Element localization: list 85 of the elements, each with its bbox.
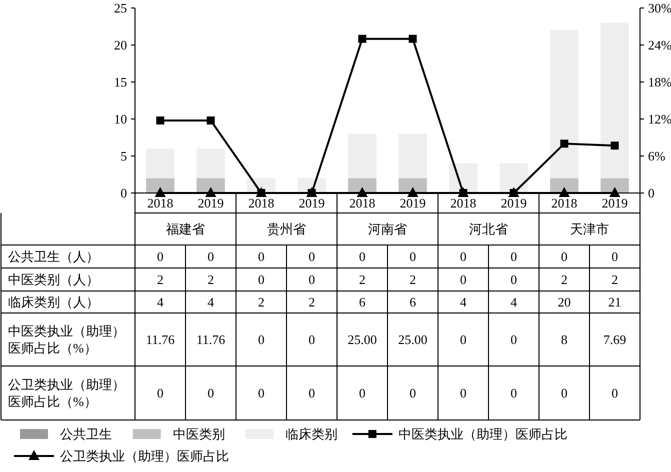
group: 福建省 — [166, 222, 205, 236]
group: 贵州省 — [267, 222, 306, 236]
ytick: 20 — [114, 38, 127, 52]
ytick: 5 — [120, 148, 127, 164]
label: 0 — [157, 386, 164, 400]
label: 0 — [460, 332, 466, 347]
label: 4 — [460, 294, 466, 310]
group: 河南省 — [368, 222, 407, 236]
label: 4 — [208, 294, 214, 310]
xtick: 2018 — [450, 196, 476, 210]
label: 2 — [258, 294, 264, 310]
rowhead: 中医类别（人） — [8, 272, 99, 287]
label: 25.00 — [348, 332, 377, 347]
label: 0 — [359, 249, 366, 264]
label: 0 — [410, 386, 416, 400]
label: 0 — [258, 272, 264, 287]
rowhead: 中医类执业（助理） — [8, 324, 125, 338]
rowhead: 公共卫生（人） — [8, 249, 99, 264]
y2tick: 0 — [648, 186, 654, 200]
label: 25.00 — [398, 332, 428, 347]
rowhead: 临床类别（人） — [8, 294, 99, 310]
legend-label: 临床类别 — [286, 426, 338, 442]
label: 0 — [258, 249, 264, 264]
label: 20 — [558, 294, 571, 310]
label: 0 — [308, 249, 315, 264]
ytick: 0 — [120, 186, 127, 200]
label: 0 — [561, 386, 568, 400]
label: 0 — [561, 249, 568, 264]
label: 0 — [308, 332, 315, 347]
ytick: 25 — [114, 0, 127, 16]
label: 4 — [510, 294, 517, 310]
label: 0 — [359, 386, 366, 400]
label: 2 — [359, 272, 366, 287]
label: 8 — [561, 332, 568, 347]
xtick: 2019 — [400, 196, 426, 210]
y2tick: 6% — [648, 148, 666, 164]
label: 2 — [208, 272, 214, 287]
rowhead: 公卫类执业（助理） — [8, 377, 125, 392]
label: 11.76 — [146, 332, 175, 347]
label: 0 — [157, 249, 164, 264]
label: 0 — [460, 272, 466, 287]
label: 0 — [410, 249, 416, 264]
legend-label: 公共卫生 — [60, 426, 112, 442]
label: 4 — [157, 294, 164, 310]
label: 0 — [612, 386, 618, 400]
label: 0 — [510, 386, 517, 400]
label: 0 — [208, 386, 214, 400]
label: 0 — [612, 249, 618, 264]
xtick: 2018 — [349, 196, 376, 210]
label: 2 — [561, 272, 568, 287]
rowhead: 医师占比（%） — [8, 394, 97, 409]
xtick: 2019 — [198, 196, 224, 210]
label: 2 — [612, 272, 618, 287]
label: 0 — [510, 332, 517, 347]
xtick: 2018 — [551, 196, 578, 210]
label: 11.76 — [196, 332, 226, 347]
label: 7.69 — [603, 332, 626, 347]
xtick: 2018 — [147, 196, 174, 210]
rowhead: 医师占比（%） — [8, 340, 97, 356]
label: 2 — [410, 272, 416, 287]
label: 6 — [359, 294, 366, 310]
legend-label: 中医类执业（助理）医师占比 — [398, 426, 568, 442]
label: 6 — [410, 294, 416, 310]
ytick: 15 — [114, 74, 127, 90]
label: 0 — [258, 332, 264, 347]
xtick: 2019 — [602, 196, 628, 210]
xtick: 2019 — [500, 196, 527, 210]
legend-label: 中医类别 — [172, 426, 225, 442]
xtick: 2019 — [298, 196, 325, 210]
label: 0 — [460, 249, 466, 264]
label: 21 — [608, 294, 622, 310]
label: 0 — [510, 249, 517, 264]
label: 0 — [460, 386, 466, 400]
xtick: 2018 — [248, 196, 274, 210]
label: 2 — [308, 294, 315, 310]
ytick: 10 — [114, 112, 127, 126]
label: 0 — [258, 386, 264, 400]
label: 0 — [208, 249, 214, 264]
label: 0 — [308, 272, 315, 287]
label: 0 — [510, 272, 517, 287]
legend-label: 公卫类执业（助理）医师占比 — [60, 448, 229, 464]
label: 0 — [308, 386, 315, 400]
label: 2 — [157, 272, 164, 287]
group: 天津市 — [570, 222, 609, 236]
group: 河北省 — [469, 222, 508, 236]
